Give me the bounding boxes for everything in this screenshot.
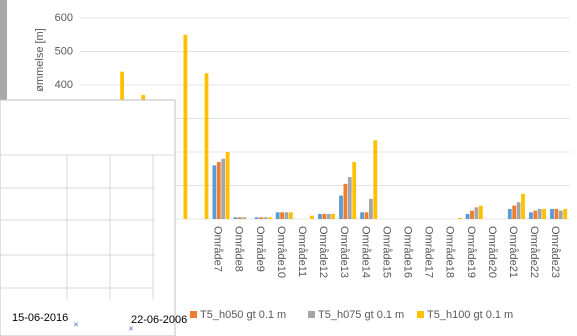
- x-tick-label: Område19: [465, 226, 477, 278]
- panel-marker: ×: [73, 319, 78, 329]
- bar: [466, 214, 470, 219]
- panel-marker: ×: [128, 323, 133, 333]
- bar: [318, 214, 322, 219]
- y-tick-label: 600: [55, 12, 73, 24]
- bar: [217, 162, 221, 219]
- bar: [276, 212, 280, 219]
- overlay-panel: 15-06-2016 22-06-2006 × ×: [0, 100, 187, 336]
- x-tick-label: Område7: [212, 226, 224, 272]
- x-tick-label: Område10: [275, 226, 287, 278]
- bar: [264, 217, 268, 219]
- legend-swatch: [417, 311, 424, 318]
- bar: [559, 211, 563, 219]
- legend-swatch: [190, 311, 197, 318]
- bar: [289, 212, 293, 219]
- legend-label: T5_h100 gt 0.1 m: [427, 309, 513, 321]
- bar: [255, 217, 259, 219]
- bar: [360, 212, 364, 219]
- x-tick-label: Område13: [338, 226, 350, 278]
- legend-label: T5_h050 gt 0.1 m: [200, 309, 286, 321]
- bar: [285, 212, 289, 219]
- screenshot: ømmelse [m] 0100200300400500600Område7Om…: [0, 0, 577, 336]
- bar: [479, 206, 483, 219]
- bar: [327, 214, 331, 219]
- bar: [533, 211, 537, 219]
- bar: [234, 217, 238, 219]
- bar: [475, 207, 479, 219]
- bar: [512, 206, 516, 219]
- bar: [458, 218, 462, 219]
- bar: [322, 214, 326, 219]
- x-tick-label: Område8: [233, 226, 245, 272]
- bar: [213, 165, 217, 219]
- bar: [555, 209, 559, 219]
- bar: [538, 209, 542, 219]
- bar: [226, 152, 230, 219]
- bar: [339, 196, 343, 219]
- x-tick-label: Område9: [254, 226, 266, 272]
- x-tick-label: Område16: [401, 226, 413, 278]
- panel-frame: [0, 100, 175, 336]
- x-tick-label: Område21: [507, 226, 519, 278]
- bar: [550, 209, 554, 219]
- bar: [310, 216, 314, 219]
- bar: [563, 209, 567, 219]
- y-axis-label: ømmelse [m]: [34, 28, 46, 92]
- x-tick-label: Område11: [296, 226, 308, 277]
- bar: [508, 209, 512, 219]
- bar: [238, 217, 242, 219]
- legend-swatch: [308, 311, 315, 318]
- bar: [521, 194, 525, 219]
- bar: [184, 35, 188, 219]
- bar: [470, 211, 474, 219]
- bar: [529, 212, 533, 219]
- bar: [331, 214, 335, 219]
- x-tick-label: Område12: [317, 226, 329, 278]
- bar: [221, 159, 225, 219]
- x-tick-label: Område15: [380, 226, 392, 278]
- y-tick-label: 400: [55, 79, 73, 91]
- x-tick-label: Område22: [528, 226, 540, 278]
- bar: [542, 209, 546, 219]
- bar: [268, 217, 272, 219]
- panel-date: 22-06-2006: [131, 314, 187, 326]
- legend-label: T5_h075 gt 0.1 m: [318, 309, 404, 321]
- x-tick-label: Område17: [423, 226, 435, 278]
- bar: [365, 212, 369, 219]
- bar: [205, 73, 209, 219]
- legend: T5_h050 gt 0.1 m T5_h075 gt 0.1 m T5_h100 …: [190, 309, 513, 321]
- bar: [369, 199, 373, 219]
- bar: [373, 140, 377, 219]
- bar: [352, 162, 356, 219]
- bar: [259, 217, 263, 219]
- bar: [348, 177, 352, 219]
- x-tick-label: Område14: [359, 226, 371, 278]
- bar: [344, 184, 348, 219]
- bar: [280, 212, 284, 219]
- y-tick-label: 500: [55, 45, 73, 57]
- x-tick-label: Område18: [444, 226, 456, 278]
- x-tick-label: Område20: [486, 226, 498, 278]
- background-strip: [0, 0, 7, 100]
- bar: [517, 202, 521, 219]
- panel-date: 15-06-2016: [12, 312, 68, 324]
- bar: [242, 217, 246, 219]
- x-tick-label: Område23: [549, 226, 561, 278]
